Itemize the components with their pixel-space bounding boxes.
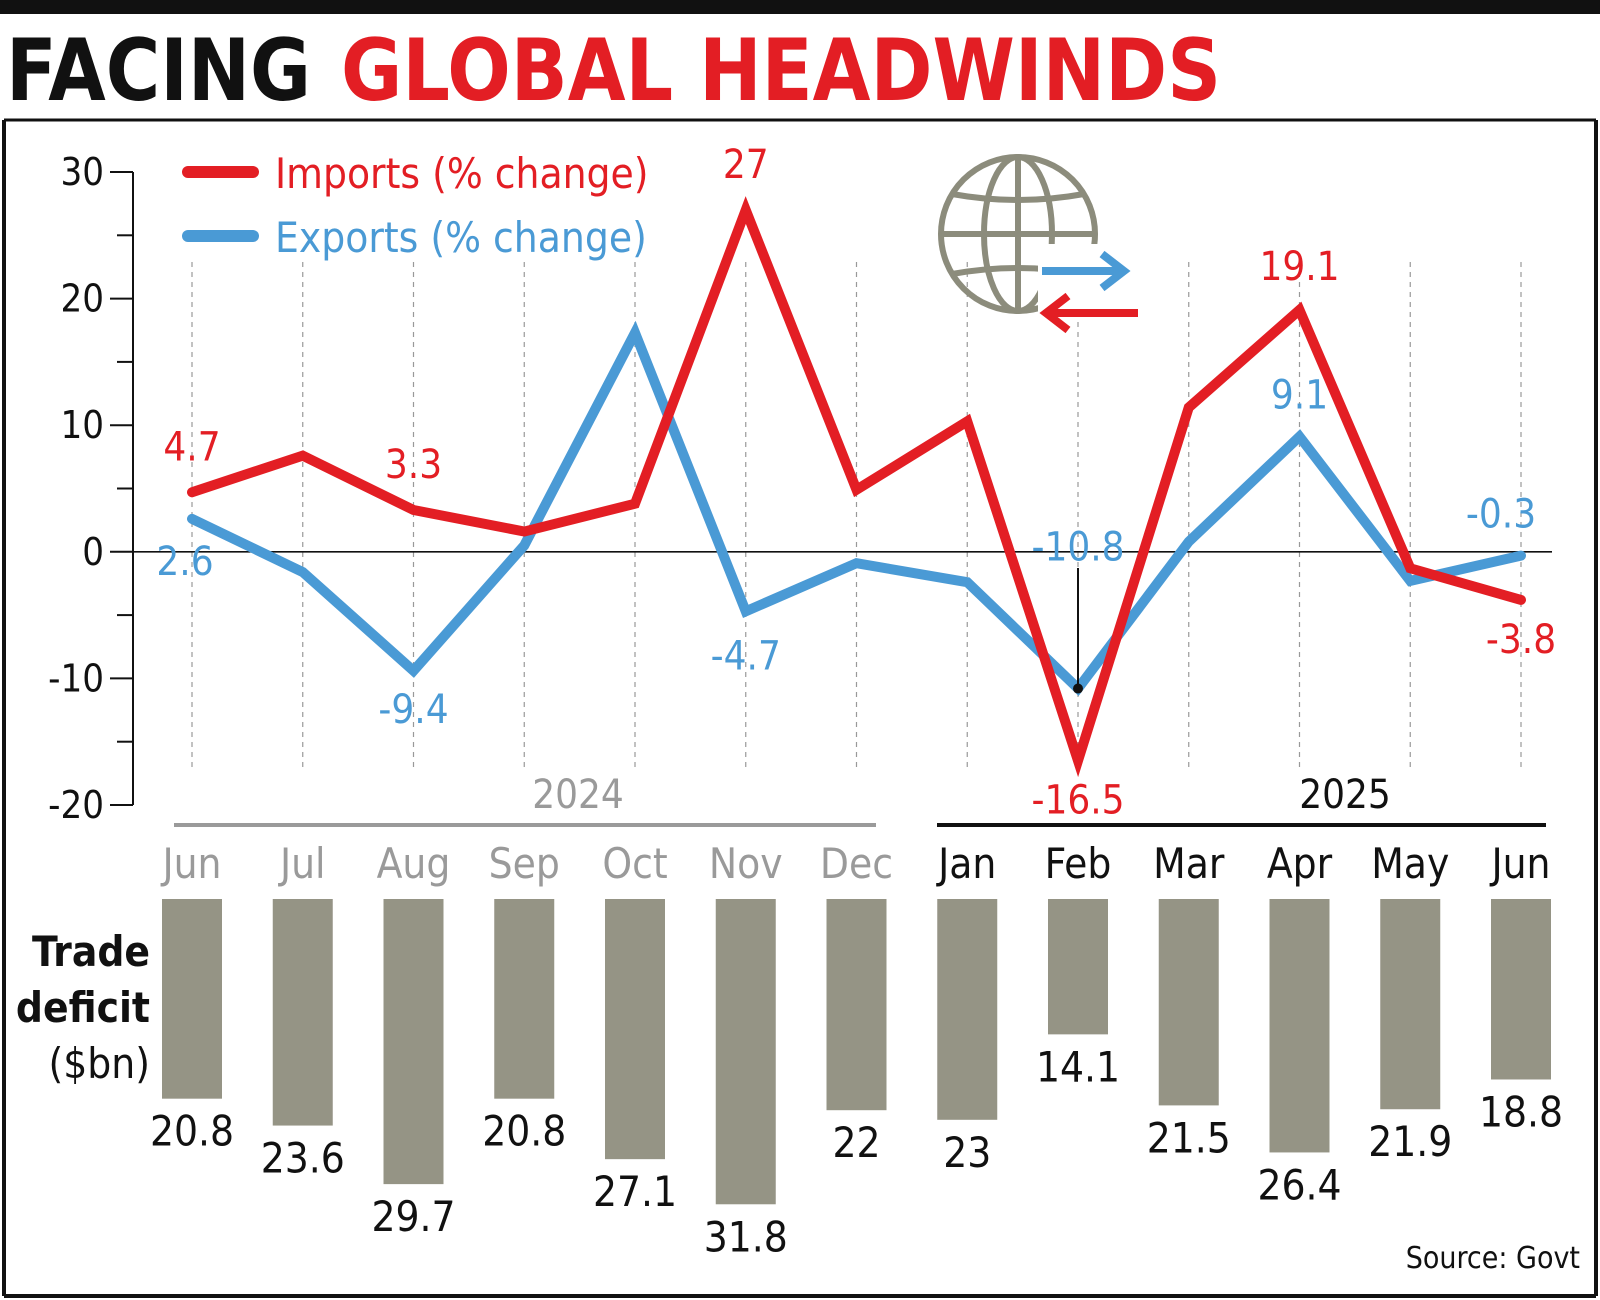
deficit-bar	[383, 899, 444, 1185]
deficit-value-label: 29.7	[371, 1192, 455, 1241]
deficit-value-label: 26.4	[1257, 1160, 1341, 1209]
imports-line	[187, 196, 1526, 778]
y-tick-label: -10	[48, 656, 104, 700]
deficit-bar	[162, 899, 222, 1099]
month-label: Jun	[160, 839, 221, 888]
deficit-value-label: 23	[943, 1128, 991, 1177]
deficit-value-label: 21.5	[1147, 1113, 1231, 1162]
series-lines	[187, 196, 1526, 778]
deficit-value-label: 14.1	[1036, 1042, 1120, 1091]
title-part-2: GLOBAL HEADWINDS	[341, 21, 1221, 121]
deficit-value-label: 23.6	[261, 1134, 345, 1183]
month-label: Feb	[1045, 839, 1112, 888]
exports-line	[187, 320, 1526, 697]
imports-data-label: 3.3	[385, 442, 442, 488]
y-axis: -20 -10 0 10 20 30	[48, 150, 134, 827]
deficit-value-label: 22	[832, 1118, 880, 1167]
page-title: FACING GLOBAL HEADWINDS	[6, 21, 1221, 121]
month-label: Oct	[602, 839, 667, 888]
arrow-right-icon	[1042, 250, 1131, 292]
month-label: Jan	[936, 839, 996, 888]
y-tick-label: 10	[61, 403, 105, 447]
deficit-bar	[1380, 899, 1441, 1110]
deficit-value-label: 21.9	[1368, 1117, 1452, 1166]
deficit-bar	[1491, 899, 1551, 1080]
deficit-label: Trade deficit ($bn)	[16, 927, 150, 1088]
imports-data-label: -3.8	[1486, 617, 1556, 663]
source-note: Source: Govt	[1406, 1241, 1580, 1276]
month-label: Mar	[1153, 839, 1225, 888]
deficit-bars: 20.8 23.6 29.7 20.8 27.1 31.8 22 23 14.1 21.5 26.4…	[150, 899, 1563, 1261]
deficit-bar	[1158, 899, 1219, 1106]
title-part-1: FACING	[6, 21, 311, 121]
deficit-bar	[272, 899, 333, 1126]
deficit-label-line-3: ($bn)	[49, 1039, 150, 1088]
year-2025-label: 2025	[1299, 772, 1391, 818]
exports-data-label: -9.4	[378, 687, 448, 733]
month-label: May	[1371, 839, 1449, 888]
exports-data-label: -4.7	[711, 633, 781, 679]
data-labels: 4.7 3.3 27 -16.5 19.1 -3.8 2.6 -9.4 -4.7 -10.8 9.1…	[156, 142, 1556, 824]
exports-data-label: -10.8	[1031, 525, 1124, 571]
deficit-bar	[1048, 899, 1108, 1035]
y-tick-label: 0	[82, 530, 104, 574]
y-tick-label: 30	[61, 150, 105, 194]
deficit-bar	[1269, 899, 1330, 1153]
month-labels: Jun Jul Aug Sep Oct Nov Dec Jan Feb Mar Apr May Jun	[160, 839, 1550, 888]
legend: Imports (% change) Exports (% change)	[182, 149, 649, 262]
deficit-value-label: 27.1	[593, 1167, 677, 1216]
deficit-bar	[494, 899, 555, 1099]
exports-data-label: -0.3	[1466, 492, 1536, 538]
legend-label-imports: Imports (% change)	[275, 149, 649, 198]
deficit-value-label: 31.8	[704, 1212, 788, 1261]
deficit-bar	[605, 899, 665, 1160]
imports-data-label: 4.7	[163, 424, 220, 470]
globe-icon	[938, 154, 1118, 319]
y-tick-label: 20	[61, 277, 105, 321]
month-label: Nov	[709, 839, 783, 888]
deficit-value-label: 20.8	[482, 1107, 566, 1156]
exports-data-label: 9.1	[1271, 373, 1328, 419]
year-2024-label: 2024	[532, 772, 624, 818]
deficit-value-label: 20.8	[150, 1107, 234, 1156]
y-tick-label: -20	[48, 783, 104, 827]
deficit-label-line-1: Trade	[32, 927, 150, 976]
exports-data-label: 2.6	[156, 539, 213, 585]
deficit-label-line-2: deficit	[16, 983, 150, 1032]
deficit-bar	[937, 899, 998, 1120]
imports-data-label: 27	[723, 142, 769, 188]
month-label: Apr	[1267, 839, 1333, 888]
month-label: Jun	[1489, 839, 1550, 888]
month-label: Jul	[278, 839, 326, 888]
month-label: Aug	[377, 839, 451, 888]
deficit-bar	[826, 899, 887, 1111]
month-label: Dec	[820, 839, 893, 888]
callout-dot	[1073, 683, 1083, 694]
deficit-value-label: 18.8	[1479, 1087, 1563, 1136]
deficit-bar	[715, 899, 776, 1205]
year-labels: 2024 2025	[174, 772, 1546, 827]
imports-data-label: -16.5	[1031, 778, 1124, 824]
arrow-left-icon	[1039, 292, 1138, 334]
month-label: Sep	[489, 839, 560, 888]
imports-data-label: 19.1	[1259, 244, 1339, 290]
legend-label-exports: Exports (% change)	[275, 213, 647, 262]
